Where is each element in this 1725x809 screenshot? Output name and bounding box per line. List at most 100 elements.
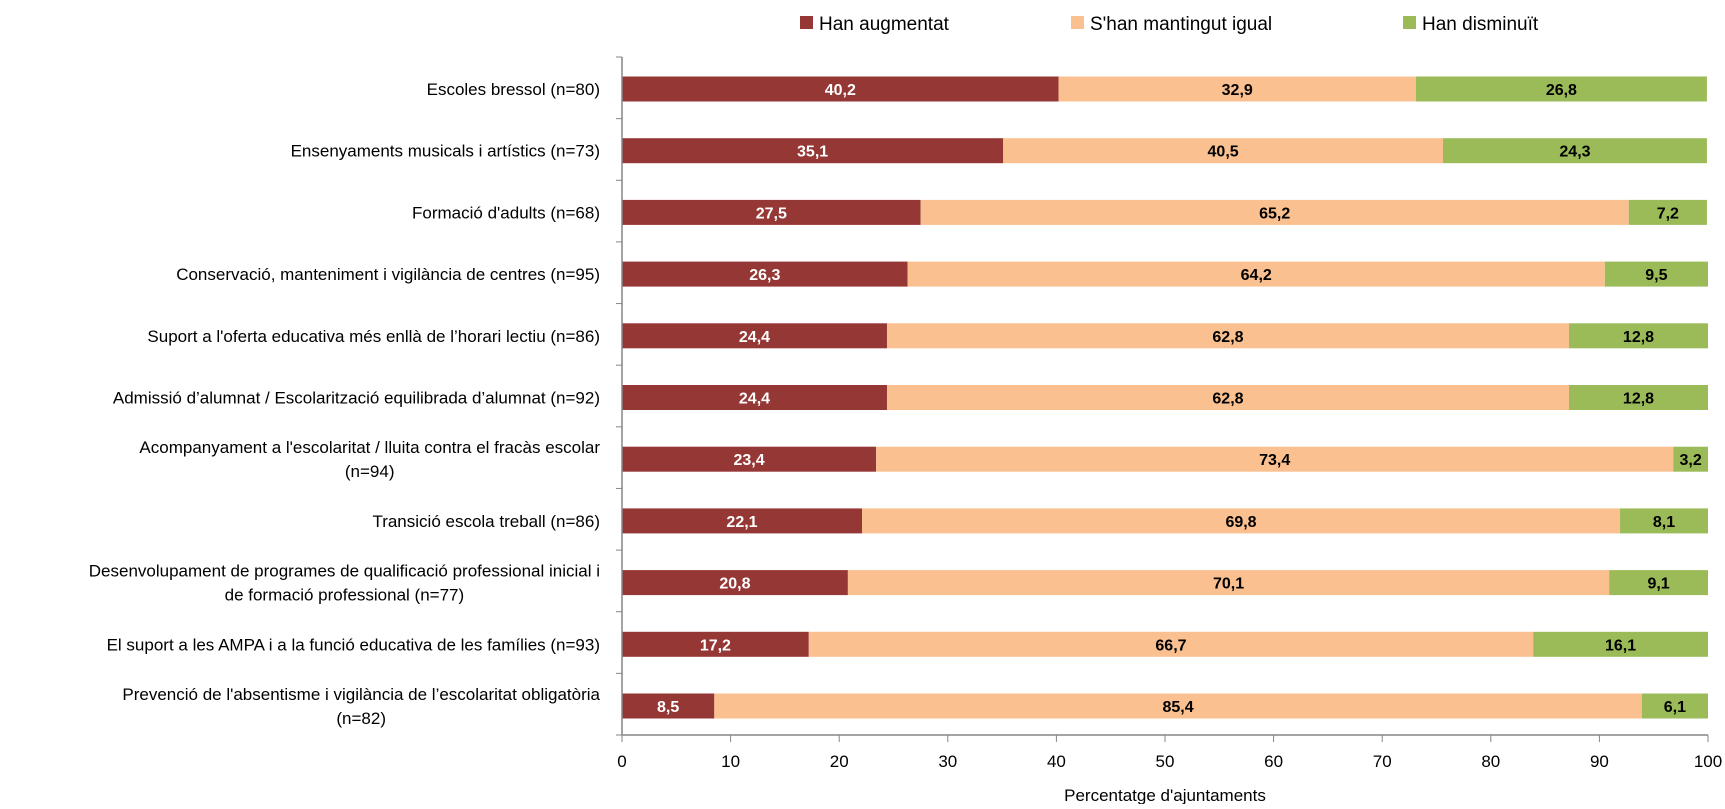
bar-segment xyxy=(622,199,921,225)
data-label: 70,1 xyxy=(1213,576,1244,593)
x-tick-label: 60 xyxy=(1264,752,1283,771)
data-label: 6,1 xyxy=(1664,699,1686,716)
legend-swatch xyxy=(1403,16,1416,29)
bar-segment xyxy=(1673,446,1708,472)
bar-segment xyxy=(622,261,908,287)
x-tick-label: 80 xyxy=(1481,752,1500,771)
data-label: 12,8 xyxy=(1623,329,1654,346)
data-label: 9,1 xyxy=(1647,576,1669,593)
data-label: 40,5 xyxy=(1208,144,1239,161)
bar-segment xyxy=(622,693,715,719)
bar-segment xyxy=(622,631,809,657)
bar-segment xyxy=(1443,138,1707,164)
legend: Han augmentat S'han mantingut igual Han di… xyxy=(800,14,1539,35)
data-label: 24,3 xyxy=(1559,144,1590,161)
data-label: 9,5 xyxy=(1645,267,1667,284)
x-tick-label: 20 xyxy=(830,752,849,771)
data-label: 24,4 xyxy=(739,329,770,346)
x-axis-title: Percentatge d'ajuntaments xyxy=(1064,786,1266,804)
bars: 40,2 32,9 26,8 35,1 40,5 24,3 27,5 65,2 7,2 26,3 6… xyxy=(622,76,1708,719)
x-tick-label: 90 xyxy=(1590,752,1609,771)
bar-segment xyxy=(1533,631,1708,657)
data-label: 73,4 xyxy=(1259,452,1290,469)
data-label: 12,8 xyxy=(1623,391,1654,408)
x-tick-label: 40 xyxy=(1047,752,1066,771)
bar-segment xyxy=(622,76,1059,102)
data-label: 7,2 xyxy=(1657,205,1679,222)
data-label: 22,1 xyxy=(726,514,757,531)
bar-segment xyxy=(1609,570,1708,596)
bar-segment xyxy=(1415,76,1707,102)
data-label: 32,9 xyxy=(1222,82,1253,99)
category-label: Acompanyament a l'escolaritat / lluita c… xyxy=(139,438,600,457)
bar-segment xyxy=(714,693,1642,719)
legend-swatch xyxy=(1071,16,1084,29)
x-tick-label: 100 xyxy=(1694,752,1722,771)
data-label: 3,2 xyxy=(1679,452,1701,469)
bar-segment xyxy=(1058,76,1416,102)
category-label: (n=82) xyxy=(336,709,386,728)
data-label: 27,5 xyxy=(756,205,787,222)
data-label: 23,4 xyxy=(733,452,764,469)
category-label: Ensenyaments musicals i artístics (n=73) xyxy=(291,142,600,161)
data-label: 65,2 xyxy=(1259,205,1290,222)
x-tick-label: 30 xyxy=(938,752,957,771)
data-label: 40,2 xyxy=(825,82,856,99)
bar-segment xyxy=(622,508,863,534)
axes: 0 10 20 30 40 50 60 70 80 90 100 xyxy=(616,56,1722,771)
bar-segment xyxy=(622,446,877,472)
data-label: 26,3 xyxy=(749,267,780,284)
bar-segment xyxy=(1620,508,1708,534)
category-label: Desenvolupament de programes de qualific… xyxy=(89,562,600,581)
legend-swatch xyxy=(800,16,813,29)
x-tick-label: 70 xyxy=(1373,752,1392,771)
legend-label: Han disminuït xyxy=(1422,14,1539,35)
category-label: Suport a l'oferta educativa més enllà de… xyxy=(147,327,600,346)
data-label: 8,1 xyxy=(1653,514,1675,531)
data-label: 16,1 xyxy=(1605,637,1636,654)
x-tick-label: 0 xyxy=(617,752,626,771)
bar-segment xyxy=(1628,199,1707,225)
bar-segment xyxy=(876,446,1674,472)
legend-label: Han augmentat xyxy=(819,14,950,35)
data-label: 26,8 xyxy=(1546,82,1577,99)
data-label: 85,4 xyxy=(1162,699,1193,716)
data-label: 62,8 xyxy=(1212,391,1243,408)
bar-segment xyxy=(1604,261,1708,287)
bar-segment xyxy=(622,138,1004,164)
bar-segment xyxy=(886,323,1569,349)
data-label: 66,7 xyxy=(1155,637,1186,654)
bar-segment xyxy=(920,199,1629,225)
data-label: 20,8 xyxy=(719,576,750,593)
bar-segment xyxy=(847,570,1610,596)
bar-segment xyxy=(622,570,848,596)
category-label: Transició escola treball (n=86) xyxy=(372,512,600,531)
bar-segment xyxy=(862,508,1621,534)
bar-segment xyxy=(907,261,1605,287)
bar-segment xyxy=(622,385,887,410)
bar-segment xyxy=(1568,323,1708,349)
data-label: 62,8 xyxy=(1212,329,1243,346)
category-label: (n=94) xyxy=(345,462,395,481)
data-label: 17,2 xyxy=(700,637,731,654)
category-label: Admissió d’alumnat / Escolarització equi… xyxy=(113,389,600,408)
data-label: 8,5 xyxy=(657,699,679,716)
x-tick-label: 10 xyxy=(721,752,740,771)
bar-segment xyxy=(1003,138,1444,164)
category-label: Formació d'adults (n=68) xyxy=(412,203,600,222)
data-label: 64,2 xyxy=(1241,267,1272,284)
category-label: Prevenció de l'absentisme i vigilància d… xyxy=(122,685,600,704)
data-label: 69,8 xyxy=(1225,514,1256,531)
category-label: Escoles bressol (n=80) xyxy=(427,80,600,99)
x-tick-label: 50 xyxy=(1156,752,1175,771)
bar-segment xyxy=(622,323,887,349)
category-labels: Escoles bressol (n=80) Ensenyaments music… xyxy=(89,80,601,728)
data-label: 24,4 xyxy=(739,391,770,408)
bar-segment xyxy=(1568,385,1708,410)
bar-segment xyxy=(886,385,1569,410)
data-label: 35,1 xyxy=(797,144,828,161)
category-label: de formació professional (n=77) xyxy=(225,586,465,605)
category-label: Conservació, manteniment i vigilància de… xyxy=(176,265,600,284)
